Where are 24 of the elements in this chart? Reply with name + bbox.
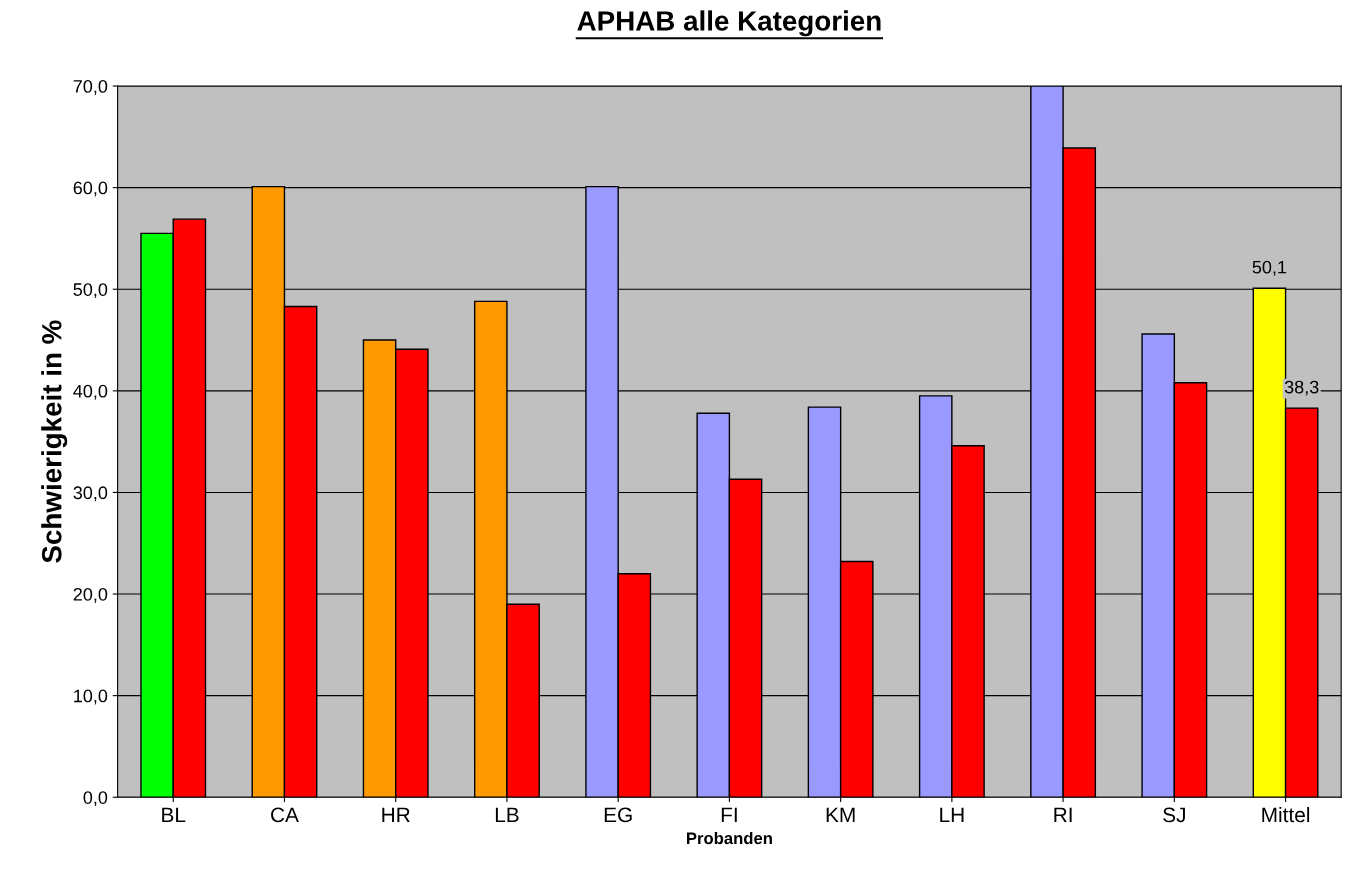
x-tick-label: FI [721,807,737,823]
data-label: 50,1 [1252,260,1287,276]
x-tick-label: SJ [1163,807,1185,823]
x-tick-label: HR [382,807,410,823]
data-label: 38,3 [1284,380,1319,396]
y-axis-title: Schwierigkeit in % [41,320,68,563]
x-tick-label: BL [162,807,186,823]
x-tick-label: EG [604,807,632,823]
y-tick-label: 70,0 [73,79,108,95]
y-tick-label: 50,0 [73,283,108,299]
y-tick-label: 40,0 [73,384,108,400]
y-tick-label: 60,0 [73,181,108,197]
chart-title: APHAB alle Kategorien [577,10,881,37]
y-tick-label: 20,0 [73,587,108,603]
x-tick-label: Mittel [1262,806,1310,823]
y-tick-label: 0,0 [83,791,108,807]
x-tick-label: CA [271,807,299,823]
x-tick-label: KM [826,807,855,823]
x-tick-label: RI [1054,807,1072,823]
x-axis-title: Probanden [687,831,772,845]
x-tick-label: LB [495,807,519,823]
y-tick-label: 30,0 [73,486,108,502]
y-tick-label: 10,0 [74,689,108,705]
x-tick-label: LH [940,807,964,823]
